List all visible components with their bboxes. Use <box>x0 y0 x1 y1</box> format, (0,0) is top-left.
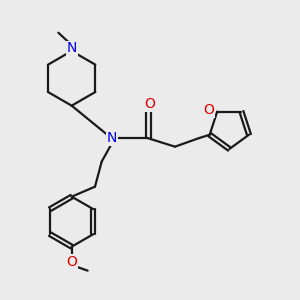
Text: O: O <box>145 97 155 111</box>
Text: O: O <box>203 103 214 117</box>
Text: N: N <box>67 41 77 55</box>
Text: O: O <box>66 255 77 269</box>
Text: N: N <box>106 131 117 145</box>
